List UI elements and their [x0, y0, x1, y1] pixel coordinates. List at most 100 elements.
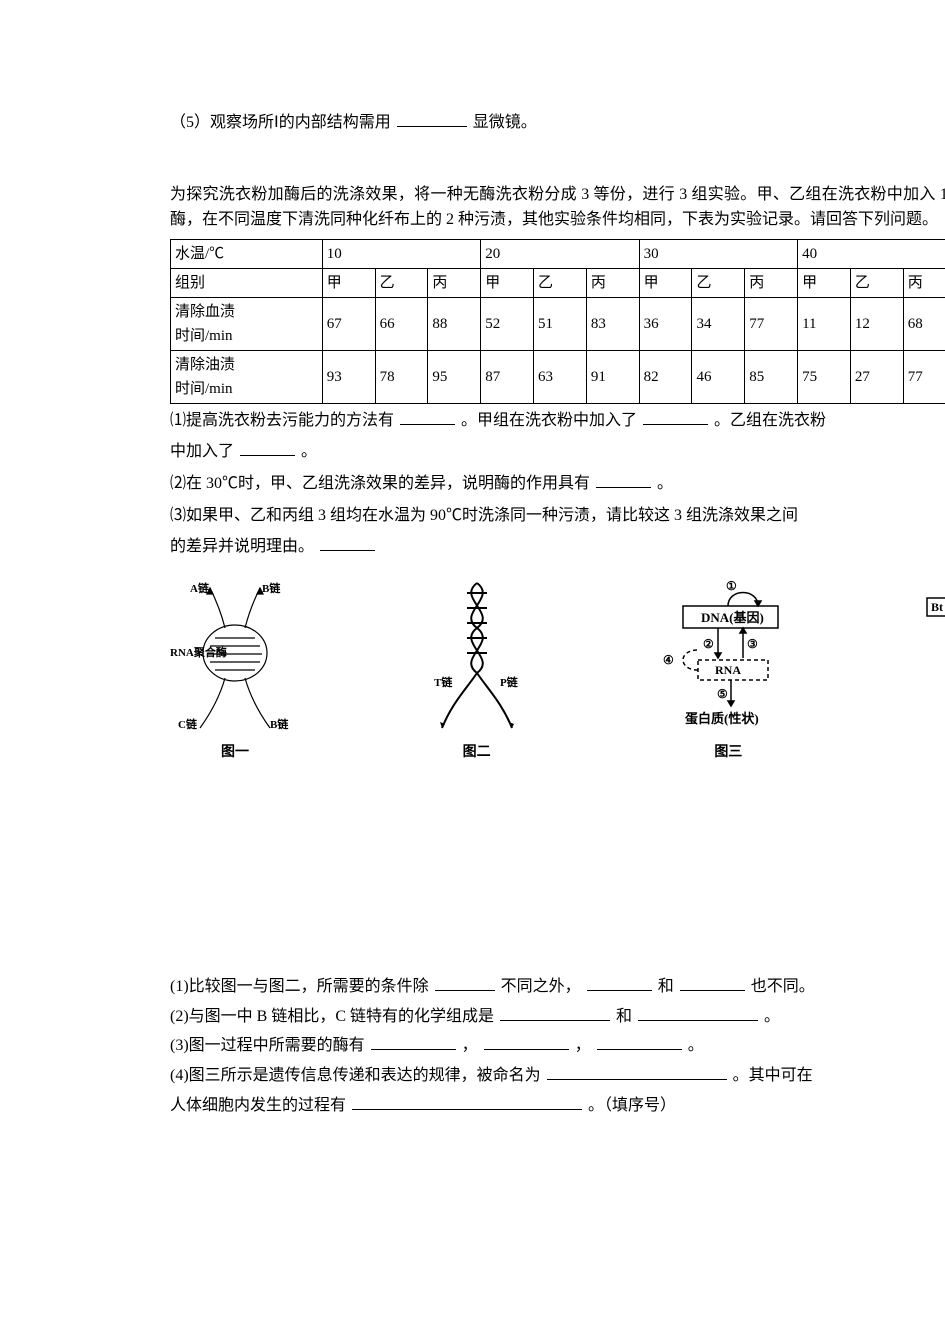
figure-1-svg: A链 B链 RNA聚合酶 C链 B链 [170, 578, 300, 738]
th-group: 丙 [586, 268, 639, 297]
blank[interactable] [587, 974, 652, 991]
bq1: (1)比较图一与图二，所需要的条件除 不同之外， 和 也不同。 [170, 974, 945, 1000]
cell: 51 [534, 297, 587, 350]
row-label-line: 时间/min [175, 381, 233, 397]
text: (1)比较图一与图二，所需要的条件除 [170, 978, 429, 995]
cell: 52 [481, 297, 534, 350]
bq3: (3)图一过程中所需要的酶有 ， ， 。 [170, 1033, 945, 1059]
spacer [170, 874, 945, 974]
th-temp: 20 [481, 239, 639, 268]
th-temp-label: 水温/℃ [171, 239, 323, 268]
blank[interactable] [596, 471, 651, 488]
cell: 88 [428, 297, 481, 350]
text: 也不同。 [751, 978, 815, 995]
lbl-4: ④ [663, 653, 674, 667]
text: ， [462, 1037, 478, 1054]
text: 和 [658, 978, 674, 995]
blank[interactable] [240, 439, 295, 456]
cell: 85 [745, 350, 798, 403]
figure-1-caption: 图一 [221, 742, 249, 764]
enzyme-q2: ⑵在 30℃时，甲、乙组洗涤效果的差异，说明酶的作用具有 。 [170, 471, 945, 497]
bq4: (4)图三所示是遗传信息传递和表达的规律，被命名为 。其中可在 [170, 1063, 945, 1089]
cell: 93 [322, 350, 375, 403]
text: 。 [657, 475, 673, 492]
cell: 82 [639, 350, 692, 403]
blank[interactable] [484, 1033, 569, 1050]
th-group: 甲 [322, 268, 375, 297]
label-b: B链 [262, 581, 281, 595]
th-group: 乙 [534, 268, 587, 297]
q5-after: 显微镜。 [473, 114, 537, 131]
lbl-1: ① [726, 579, 737, 593]
blank[interactable] [352, 1093, 582, 1110]
row-label-line: 时间/min [175, 328, 233, 344]
lbl-dna: DNA(基因) [701, 610, 764, 625]
blank[interactable] [638, 1004, 758, 1021]
blank[interactable] [435, 974, 495, 991]
label-c: C链 [178, 717, 198, 731]
enzyme-q3-line2: 的差异并说明理由。 [170, 534, 945, 560]
label-t: T链 [434, 675, 453, 689]
text: ， [575, 1037, 591, 1054]
blank[interactable] [371, 1033, 456, 1050]
cell: 78 [375, 350, 428, 403]
cell: 83 [586, 297, 639, 350]
cell: 77 [745, 297, 798, 350]
enzyme-intro: 为探究洗衣粉加酶后的洗涤效果，将一种无酶洗衣粉分成 3 等份，进行 3 组实验。… [170, 182, 945, 233]
lbl-protein: 蛋白质(性状) [685, 711, 759, 726]
text: 不同之外， [501, 978, 581, 995]
lbl-2: ② [703, 637, 714, 651]
figure-2-svg: T链 P链 [422, 578, 532, 738]
figure-3: ① DNA(基因) ② ③ ④ RNA ⑤ 蛋白质(性状) 图三 [653, 578, 803, 764]
th-group-label: 组别 [171, 268, 323, 297]
text: 。乙组在洗衣粉 [714, 412, 826, 429]
text: ⑴提高洗衣粉去污能力的方法有 [170, 412, 394, 429]
bq4-line2: 人体细胞内发生的过程有 。（填序号） [170, 1093, 945, 1119]
spacer [170, 142, 945, 182]
figures-row: A链 B链 RNA聚合酶 C链 B链 图一 [170, 578, 945, 764]
text: (3)图一过程中所需要的酶有 [170, 1037, 365, 1054]
cell: 34 [692, 297, 745, 350]
th-temp: 40 [798, 239, 945, 268]
lbl-3: ③ [747, 637, 758, 651]
lbl-5: ⑤ [717, 687, 728, 701]
figure-4-svg: Bt 提取目的基因 a 转入受体细胞 体细胞 b 转基因 抗虫棉 d 晶体蛋白 … [925, 578, 945, 738]
th-group: 甲 [639, 268, 692, 297]
table-row: 清除油渍 时间/min 93 78 95 87 63 91 82 46 85 7… [171, 350, 945, 403]
blank[interactable] [400, 408, 455, 425]
text: 人体细胞内发生的过程有 [170, 1097, 346, 1114]
question-5: （5）观察场所Ⅰ的内部结构需用 显微镜。 [170, 110, 945, 136]
blank[interactable] [320, 534, 375, 551]
figure-4: Bt 提取目的基因 a 转入受体细胞 体细胞 b 转基因 抗虫棉 d 晶体蛋白 … [925, 578, 945, 764]
text: ⑵在 30℃时，甲、乙组洗涤效果的差异，说明酶的作用具有 [170, 475, 590, 492]
th-group: 甲 [798, 268, 851, 297]
cell: 77 [903, 350, 945, 403]
figure-3-caption: 图三 [714, 742, 742, 764]
text: 中加入了 [170, 443, 234, 460]
cell: 36 [639, 297, 692, 350]
cell: 63 [534, 350, 587, 403]
blank[interactable] [643, 408, 708, 425]
cell: 11 [798, 297, 851, 350]
text: 。甲组在洗衣粉中加入了 [461, 412, 637, 429]
q5-blank[interactable] [397, 110, 467, 127]
row-label-line: 清除血渍 [175, 304, 235, 320]
text: 。（填序号） [588, 1097, 676, 1114]
blank[interactable] [547, 1063, 727, 1080]
label-p: P链 [500, 675, 519, 689]
text: 。 [688, 1037, 704, 1054]
cell: 87 [481, 350, 534, 403]
figure-1: A链 B链 RNA聚合酶 C链 B链 图一 [170, 578, 300, 764]
blank[interactable] [597, 1033, 682, 1050]
cell: 67 [322, 297, 375, 350]
th-group: 乙 [850, 268, 903, 297]
text: (2)与图一中 B 链相比，C 链特有的化学组成是 [170, 1008, 494, 1025]
cell: 46 [692, 350, 745, 403]
label-b2: B链 [270, 717, 289, 731]
blank[interactable] [680, 974, 745, 991]
bottom-questions: (1)比较图一与图二，所需要的条件除 不同之外， 和 也不同。 (2)与图一中 … [170, 974, 945, 1118]
q5-before: （5）观察场所Ⅰ的内部结构需用 [170, 114, 391, 131]
cell: 68 [903, 297, 945, 350]
blank[interactable] [500, 1004, 610, 1021]
text: 。其中可在 [733, 1067, 813, 1084]
